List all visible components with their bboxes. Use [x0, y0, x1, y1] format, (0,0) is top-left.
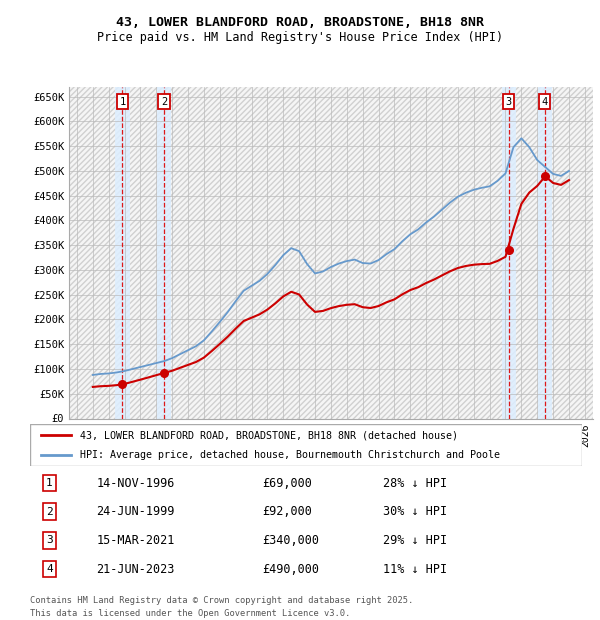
Text: £340,000: £340,000 — [262, 534, 319, 547]
Text: 2: 2 — [46, 507, 53, 517]
Text: 1: 1 — [119, 97, 125, 107]
Text: 1: 1 — [46, 478, 53, 488]
Text: 4: 4 — [542, 97, 548, 107]
Text: HPI: Average price, detached house, Bournemouth Christchurch and Poole: HPI: Average price, detached house, Bour… — [80, 450, 500, 460]
Bar — [115, 87, 130, 419]
Text: 14-NOV-1996: 14-NOV-1996 — [96, 477, 175, 490]
Text: 30% ↓ HPI: 30% ↓ HPI — [383, 505, 448, 518]
Text: 4: 4 — [46, 564, 53, 574]
Text: £69,000: £69,000 — [262, 477, 312, 490]
Text: 43, LOWER BLANDFORD ROAD, BROADSTONE, BH18 8NR (detached house): 43, LOWER BLANDFORD ROAD, BROADSTONE, BH… — [80, 430, 458, 440]
Text: 3: 3 — [506, 97, 512, 107]
Text: Contains HM Land Registry data © Crown copyright and database right 2025.: Contains HM Land Registry data © Crown c… — [30, 596, 413, 606]
Bar — [538, 87, 552, 419]
Text: 43, LOWER BLANDFORD ROAD, BROADSTONE, BH18 8NR: 43, LOWER BLANDFORD ROAD, BROADSTONE, BH… — [116, 16, 484, 29]
Text: 24-JUN-1999: 24-JUN-1999 — [96, 505, 175, 518]
Text: 28% ↓ HPI: 28% ↓ HPI — [383, 477, 448, 490]
Text: 11% ↓ HPI: 11% ↓ HPI — [383, 562, 448, 575]
Text: This data is licensed under the Open Government Licence v3.0.: This data is licensed under the Open Gov… — [30, 609, 350, 618]
Text: 21-JUN-2023: 21-JUN-2023 — [96, 562, 175, 575]
Text: Price paid vs. HM Land Registry's House Price Index (HPI): Price paid vs. HM Land Registry's House … — [97, 31, 503, 44]
Text: 15-MAR-2021: 15-MAR-2021 — [96, 534, 175, 547]
Text: 29% ↓ HPI: 29% ↓ HPI — [383, 534, 448, 547]
Bar — [502, 87, 516, 419]
Text: £490,000: £490,000 — [262, 562, 319, 575]
Text: 3: 3 — [46, 536, 53, 546]
Bar — [157, 87, 171, 419]
Text: £92,000: £92,000 — [262, 505, 312, 518]
Text: 2: 2 — [161, 97, 167, 107]
